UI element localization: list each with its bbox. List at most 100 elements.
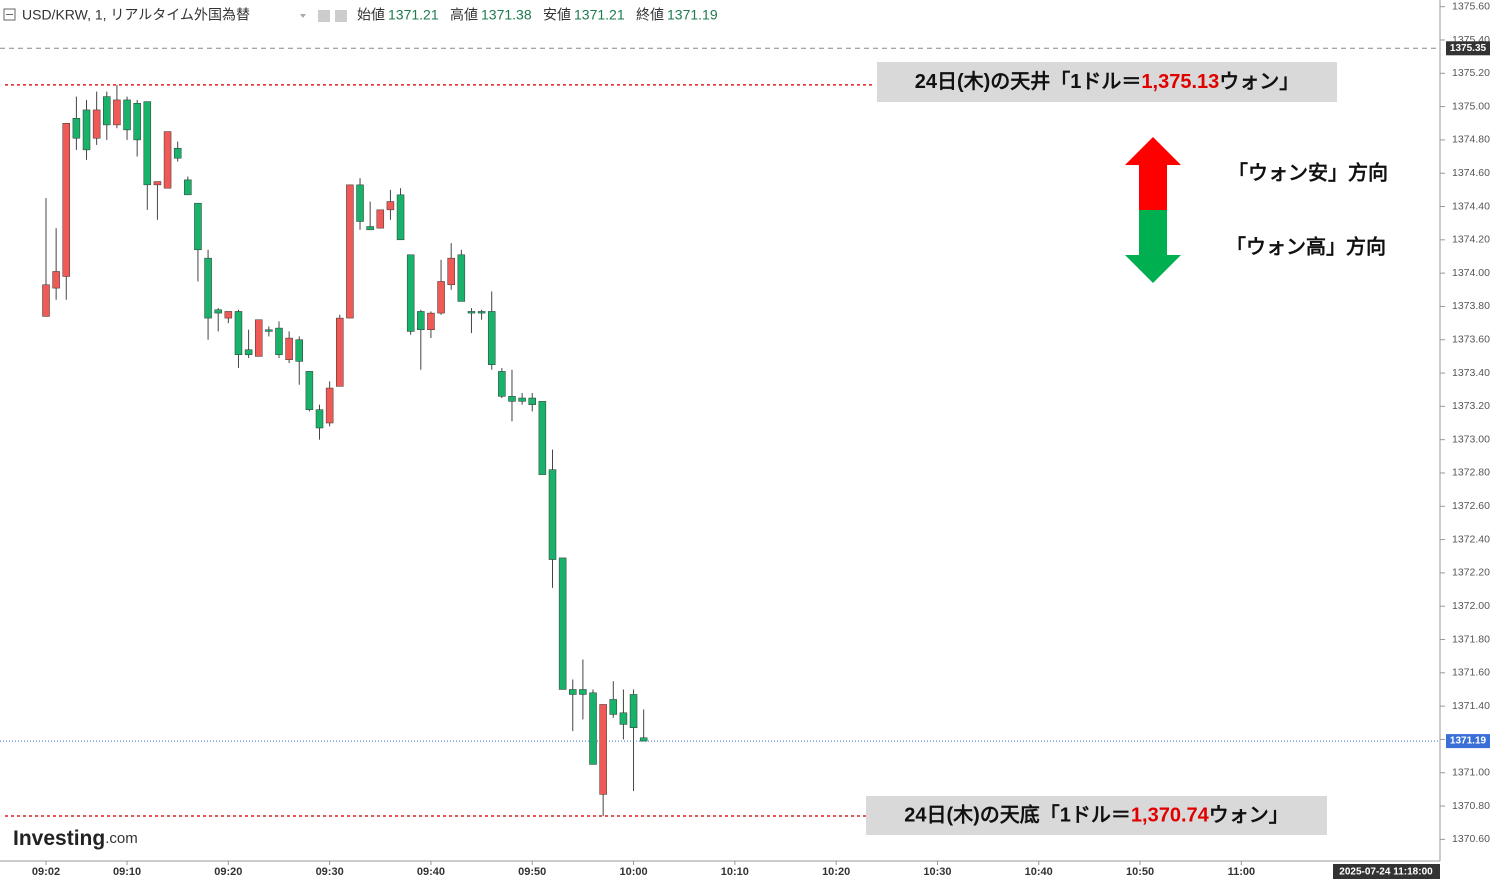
candle-body [295, 339, 303, 362]
annotation-value: 1,375.13 [1141, 71, 1219, 93]
candle-body [498, 371, 506, 397]
candle-body [194, 202, 202, 251]
candle-body [417, 311, 425, 330]
candle-body [639, 737, 648, 742]
candle-body [629, 694, 638, 729]
candle-body [366, 226, 374, 231]
candle-body [184, 179, 192, 196]
y-tick-label: 1372.40 [1452, 533, 1490, 545]
logo-main: Investing [13, 827, 105, 850]
legend-value: 1371.38 [481, 7, 532, 23]
annotation-value: 1,370.74 [1131, 805, 1210, 827]
candle-body [265, 329, 273, 332]
y-tick-label: 1370.60 [1452, 833, 1490, 845]
y-tick-label: 1375.00 [1452, 100, 1490, 112]
candle-body [447, 257, 455, 286]
legend-label: 始値 [357, 7, 385, 23]
candle-body [589, 692, 597, 765]
y-tick-label: 1373.40 [1452, 367, 1490, 379]
y-tick-label: 1371.80 [1452, 633, 1490, 645]
y-tick-label: 1371.60 [1452, 667, 1490, 679]
candle-body [437, 281, 445, 314]
y-tick-label: 1371.40 [1452, 700, 1490, 712]
candle-body [477, 311, 486, 314]
x-tick-label: 10:40 [1025, 866, 1053, 878]
candle-body [143, 101, 152, 186]
y-tick-label: 1374.20 [1452, 234, 1490, 246]
up-arrow [1125, 137, 1181, 210]
time-label-box [1333, 864, 1440, 879]
x-tick-label: 09:10 [113, 866, 141, 878]
y-tick-label: 1372.20 [1452, 567, 1490, 579]
candle-body [133, 103, 141, 141]
logo-suffix: .com [105, 830, 138, 847]
candle-body [285, 337, 293, 360]
crosshair-label-box [1446, 41, 1490, 56]
y-tick-label: 1375.20 [1452, 67, 1490, 79]
dropdown[interactable] [300, 14, 306, 18]
candle-body [103, 96, 111, 126]
legend-label: 終値 [636, 7, 664, 23]
direction-label: 「ウォン安」方向 [1228, 160, 1388, 184]
y-tick-label: 1372.00 [1452, 600, 1490, 612]
eye-icon[interactable] [318, 10, 330, 22]
candle-body [376, 209, 385, 229]
annotation: 24日(木)の天底「1ドル＝1,370.74ウォン」 [904, 803, 1289, 827]
y-tick-label: 1373.20 [1452, 400, 1490, 412]
candle-body [325, 387, 334, 424]
annotation: 24日(木)の天井「1ドル＝1,375.13ウォン」 [915, 69, 1300, 93]
candle-body [518, 397, 526, 402]
annotation-text: 24日(木)の天底「1ドル＝ [904, 803, 1131, 827]
candle-body [173, 147, 182, 159]
candle-body [153, 181, 162, 186]
x-tick-label: 10:50 [1126, 866, 1154, 878]
annotation-text: ウォン」 [1219, 70, 1299, 93]
annotation-text: 24日(木)の天井「1ドル＝ [915, 69, 1142, 93]
candle-body [558, 557, 567, 690]
candle-body [52, 271, 60, 289]
y-tick-label: 1373.00 [1452, 433, 1490, 445]
y-tick-label: 1375.60 [1452, 0, 1490, 12]
collapse-icon[interactable] [3, 8, 16, 21]
last-price-box [1446, 734, 1490, 749]
candle-body [508, 396, 516, 402]
candle-body [538, 401, 547, 475]
y-tick-label: 1371.00 [1452, 767, 1490, 779]
candle-body [336, 317, 344, 387]
candle-body [234, 311, 243, 355]
settings-icon[interactable] [335, 10, 347, 22]
time-label: 2025-07-24 11:18:00 [1339, 867, 1433, 878]
candle-body [113, 99, 121, 126]
direction-label: 「ウォン高」方向 [1226, 234, 1386, 258]
crosshair-label: 1375.35 [1450, 43, 1487, 54]
candle-body [82, 109, 91, 151]
candle-body [163, 131, 172, 189]
candle-body [42, 284, 50, 317]
last-price-label: 1371.19 [1450, 736, 1487, 747]
candle-body [275, 327, 283, 355]
annotation-text: ウォン」 [1209, 804, 1289, 827]
legend-value: 1371.21 [574, 7, 625, 23]
legend-label: 高値 [450, 7, 478, 23]
y-tick-label: 1374.80 [1452, 134, 1490, 146]
candle-body [599, 704, 607, 795]
x-tick-label: 10:00 [619, 866, 647, 878]
annotation-box [877, 62, 1337, 102]
candle-body [427, 312, 435, 330]
candle-body [396, 194, 405, 241]
symbol: USD/KRW, 1, リアルタイム外国為替 [22, 7, 250, 23]
candle-body [62, 122, 71, 277]
candle-body [346, 184, 354, 319]
y-tick-label: 1372.60 [1452, 500, 1490, 512]
candle-body [244, 349, 253, 355]
y-tick-label: 1370.80 [1452, 800, 1490, 812]
x-tick-label: 09:20 [214, 866, 242, 878]
candle-body [356, 184, 364, 222]
candle-body [609, 699, 618, 715]
candle-body [406, 254, 415, 332]
y-tick-label: 1374.00 [1452, 267, 1490, 279]
y-tick-label: 1373.80 [1452, 300, 1490, 312]
legend-label: 安値 [543, 7, 571, 23]
candle-body [204, 257, 212, 319]
logo: Investing.com [13, 827, 138, 850]
